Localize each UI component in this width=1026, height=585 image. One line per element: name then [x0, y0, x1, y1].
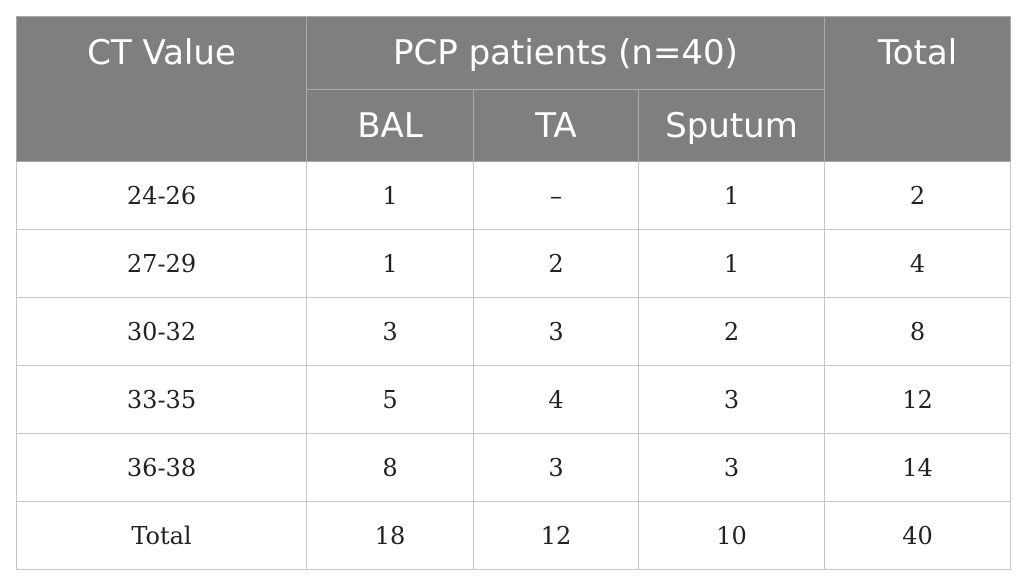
cell-sputum: 2 [637, 297, 826, 366]
cell-bal: 3 [306, 297, 474, 366]
header-bal: BAL [306, 89, 474, 162]
cell-bal: 1 [306, 229, 474, 298]
header-sputum: Sputum [637, 89, 826, 162]
cell-ta: 3 [473, 433, 639, 502]
cell-total: 2 [824, 161, 1012, 230]
cell-sputum: 1 [637, 161, 826, 230]
table-row: 24-26 1 – 1 2 [16, 161, 1012, 230]
cell-sputum: 3 [637, 433, 826, 502]
cell-total-label: Total [16, 501, 307, 570]
table-row: 36-38 8 3 3 14 [16, 433, 1012, 502]
header-total: Total [824, 16, 1012, 162]
header-ct-value: CT Value [16, 16, 307, 162]
cell-total: 8 [824, 297, 1012, 366]
cell-ct-range: 24-26 [16, 161, 307, 230]
cell-ta: 4 [473, 365, 639, 434]
cell-ta: 12 [473, 501, 639, 570]
cell-total: 12 [824, 365, 1012, 434]
cell-ct-range: 30-32 [16, 297, 307, 366]
cell-bal: 1 [306, 161, 474, 230]
cell-ct-range: 36-38 [16, 433, 307, 502]
ct-value-table: CT Value PCP patients (n=40) Total BAL T… [16, 16, 1012, 570]
cell-ta: 3 [473, 297, 639, 366]
table-header: CT Value PCP patients (n=40) Total BAL T… [16, 16, 1012, 162]
table-body: 24-26 1 – 1 2 27-29 1 2 1 4 30-32 3 3 2 … [16, 161, 1012, 570]
cell-bal: 5 [306, 365, 474, 434]
cell-sputum: 3 [637, 365, 826, 434]
cell-total: 14 [824, 433, 1012, 502]
cell-ta: – [473, 161, 639, 230]
cell-bal: 18 [306, 501, 474, 570]
table-row: 27-29 1 2 1 4 [16, 229, 1012, 298]
table-row: 30-32 3 3 2 8 [16, 297, 1012, 366]
cell-ta: 2 [473, 229, 639, 298]
header-pcp-patients: PCP patients (n=40) [305, 16, 826, 90]
cell-ct-range: 33-35 [16, 365, 307, 434]
header-ta: TA [473, 89, 639, 162]
cell-total: 4 [824, 229, 1012, 298]
cell-ct-range: 27-29 [16, 229, 307, 298]
cell-bal: 8 [306, 433, 474, 502]
cell-sputum: 1 [637, 229, 826, 298]
table-row-total: Total 18 12 10 40 [16, 501, 1012, 570]
table-row: 33-35 5 4 3 12 [16, 365, 1012, 434]
cell-sputum: 10 [637, 501, 826, 570]
cell-total: 40 [824, 501, 1012, 570]
